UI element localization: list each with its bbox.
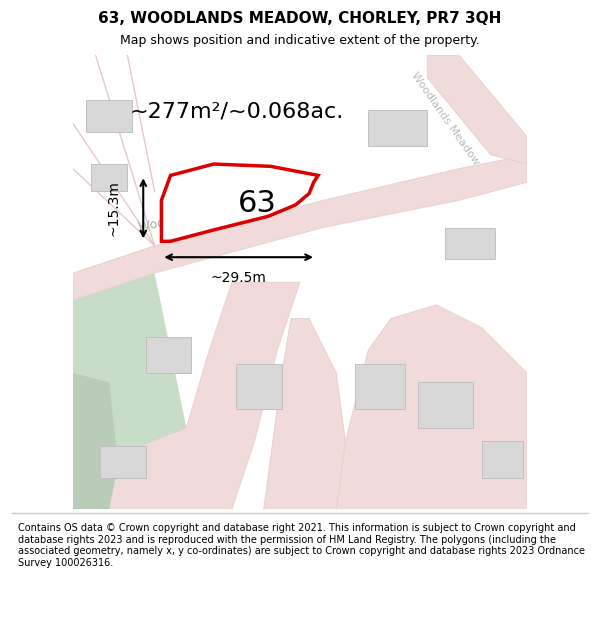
Text: Woodlands Meadow: Woodlands Meadow [410,71,481,167]
Text: Contains OS data © Crown copyright and database right 2021. This information is : Contains OS data © Crown copyright and d… [18,523,585,568]
Polygon shape [355,364,404,409]
Polygon shape [263,319,346,509]
Polygon shape [73,155,527,301]
Polygon shape [146,337,191,373]
Polygon shape [91,164,127,191]
Polygon shape [73,282,300,509]
Polygon shape [73,373,118,509]
Polygon shape [418,382,473,428]
Text: 63: 63 [238,189,277,218]
Text: ~29.5m: ~29.5m [211,271,266,284]
Text: ~277m²/~0.068ac.: ~277m²/~0.068ac. [129,102,344,122]
Polygon shape [86,101,132,132]
Polygon shape [161,164,318,241]
Text: 63, WOODLANDS MEADOW, CHORLEY, PR7 3QH: 63, WOODLANDS MEADOW, CHORLEY, PR7 3QH [98,11,502,26]
Polygon shape [482,441,523,478]
Polygon shape [73,273,187,509]
Polygon shape [427,55,527,164]
Polygon shape [368,109,427,146]
Polygon shape [100,446,146,478]
Polygon shape [445,228,496,259]
Text: Map shows position and indicative extent of the property.: Map shows position and indicative extent… [120,34,480,47]
Polygon shape [236,364,282,409]
Text: ~15.3m: ~15.3m [107,181,121,236]
Text: Woodlands Meadow: Woodlands Meadow [137,199,263,234]
Polygon shape [323,305,527,509]
